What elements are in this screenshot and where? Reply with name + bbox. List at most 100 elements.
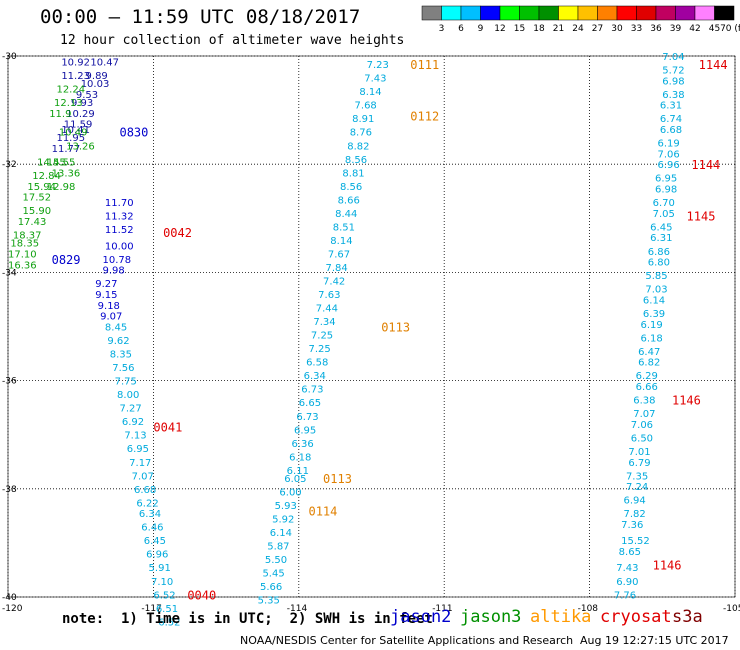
swh-value: 11.23 bbox=[61, 71, 90, 82]
pass-time-label: 1144 bbox=[691, 158, 720, 172]
swh-value: 7.56 bbox=[112, 363, 134, 374]
colorbar-label: 3 bbox=[439, 24, 445, 34]
pass-time-label: 1145 bbox=[687, 210, 716, 224]
swh-value: 7.76 bbox=[614, 590, 636, 601]
lat-tick-label: -40 bbox=[2, 593, 17, 603]
swh-value: 7.44 bbox=[316, 304, 338, 315]
swh-value: 9.15 bbox=[95, 290, 117, 301]
colorbar-swatch bbox=[460, 5, 481, 21]
pass-time-label: 1146 bbox=[672, 394, 701, 408]
swh-value: 8.81 bbox=[342, 168, 364, 179]
legend-s3a: s3a bbox=[672, 607, 703, 627]
swh-value: 6.29 bbox=[636, 371, 658, 382]
swh-value: 8.14 bbox=[330, 236, 352, 247]
pass-time-label: 0829 bbox=[52, 253, 81, 267]
swh-value: 6.45 bbox=[650, 222, 672, 233]
swh-value: 7.13 bbox=[124, 431, 146, 442]
swh-value: 6.51 bbox=[156, 604, 178, 615]
colorbar-swatch bbox=[441, 5, 462, 21]
lon-tick-label: -111 bbox=[432, 604, 452, 614]
swh-value: 8.56 bbox=[340, 182, 362, 193]
swh-value: 5.87 bbox=[267, 542, 289, 553]
lon-tick-label: -108 bbox=[578, 604, 599, 614]
colorbar-label: 6 bbox=[458, 24, 464, 34]
colorbar-label: 45 bbox=[709, 24, 720, 34]
swh-value: 8.14 bbox=[359, 87, 381, 98]
swh-value: 5.92 bbox=[272, 515, 294, 526]
pass-time-label: 1144 bbox=[699, 58, 728, 72]
swh-value: 5.93 bbox=[275, 501, 297, 512]
swh-value: 6.31 bbox=[660, 101, 682, 112]
swh-value: 10.92 bbox=[61, 57, 90, 68]
swh-value: 7.07 bbox=[132, 471, 154, 482]
colorbar-label: 9 bbox=[478, 24, 484, 34]
swh-value: 7.03 bbox=[645, 285, 667, 296]
swh-value: 12.13 bbox=[54, 98, 83, 109]
swh-value: 6.68 bbox=[660, 125, 682, 136]
swh-value: 11.77 bbox=[52, 144, 81, 155]
swh-value: 8.82 bbox=[347, 141, 369, 152]
swh-value: 6.73 bbox=[296, 412, 318, 423]
swh-value: 7.25 bbox=[308, 344, 330, 355]
swh-value: 7.43 bbox=[364, 74, 386, 85]
swh-value: 9.53 bbox=[76, 90, 98, 101]
swh-value: 6.80 bbox=[648, 258, 670, 269]
swh-value: 6.98 bbox=[655, 185, 677, 196]
swh-value: 6.95 bbox=[655, 174, 677, 185]
pass-time-label: 0042 bbox=[163, 226, 192, 240]
swh-value: 6.52 bbox=[153, 590, 175, 601]
swh-value: 7.24 bbox=[626, 482, 648, 493]
swh-value: 6.70 bbox=[653, 198, 675, 209]
swh-value: 6.82 bbox=[638, 358, 660, 369]
swh-value: 7.04 bbox=[662, 52, 684, 63]
lat-tick-label: -36 bbox=[2, 377, 17, 387]
swh-value: 12.98 bbox=[47, 182, 76, 193]
swh-value: 6.46 bbox=[141, 523, 163, 534]
swh-value: 7.01 bbox=[628, 447, 650, 458]
swh-value: 6.36 bbox=[292, 439, 314, 450]
colorbar-swatch bbox=[675, 5, 696, 21]
swh-value: 8.76 bbox=[350, 128, 372, 139]
swh-value: 6.34 bbox=[304, 371, 326, 382]
pass-time-label: 0041 bbox=[153, 421, 182, 435]
swh-value: 8.66 bbox=[338, 195, 360, 206]
swh-value: 6.68 bbox=[134, 485, 156, 496]
swh-value: 6.11 bbox=[287, 466, 309, 477]
swh-value: 6.66 bbox=[636, 382, 658, 393]
colorbar-swatch bbox=[616, 5, 637, 21]
swh-value: 6.22 bbox=[136, 498, 158, 509]
swh-value: 7.17 bbox=[129, 458, 151, 469]
lon-tick-label: -105 bbox=[723, 604, 740, 614]
swh-value: 9.93 bbox=[71, 98, 93, 109]
lon-tick-label: -120 bbox=[2, 604, 23, 614]
colorbar-label: 15 bbox=[514, 24, 525, 34]
colorbar-swatch bbox=[480, 5, 501, 21]
swh-value: 9.62 bbox=[107, 336, 129, 347]
swh-value: 5.45 bbox=[262, 569, 284, 580]
swh-value: 11.32 bbox=[105, 212, 134, 223]
swh-value: 7.10 bbox=[151, 577, 173, 588]
swh-value: 8.35 bbox=[110, 350, 132, 361]
colorbar-swatch bbox=[655, 5, 676, 21]
swh-value: 7.43 bbox=[616, 563, 638, 574]
swh-value: 8.45 bbox=[105, 323, 127, 334]
swh-value: 9.27 bbox=[95, 279, 117, 290]
swh-value: 6.90 bbox=[616, 577, 638, 588]
swh-value: 10.78 bbox=[103, 255, 132, 266]
colorbar-swatch bbox=[577, 5, 598, 21]
swh-value: 6.73 bbox=[301, 385, 323, 396]
swh-value: 17.10 bbox=[8, 249, 37, 260]
swh-value: 18.35 bbox=[10, 239, 39, 250]
pass-time-label: 0113 bbox=[381, 321, 410, 335]
swh-value: 7.75 bbox=[115, 377, 137, 388]
swh-value: 10.49 bbox=[59, 128, 88, 139]
swh-value: 9.89 bbox=[86, 71, 108, 82]
pass-time-label: 0111 bbox=[410, 58, 439, 72]
colorbar-label: 42 bbox=[689, 24, 700, 34]
swh-value: 7.63 bbox=[318, 290, 340, 301]
swh-value: 6.50 bbox=[631, 433, 653, 444]
colorbar-swatch bbox=[694, 5, 715, 21]
swh-value: 7.06 bbox=[657, 149, 679, 160]
swh-value: 6.18 bbox=[289, 452, 311, 463]
